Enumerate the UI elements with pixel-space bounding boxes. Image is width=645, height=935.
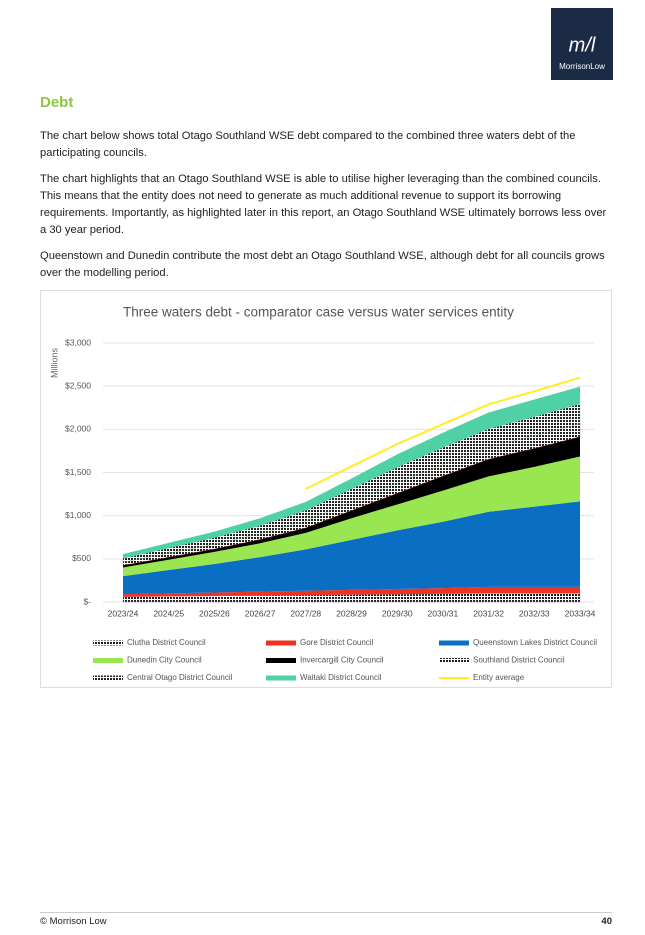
y-tick-label: $2,000: [65, 424, 91, 434]
average-line: [305, 376, 581, 490]
footer-copyright: © Morrison Low: [40, 916, 107, 927]
paragraph: Queenstown and Dunedin contribute the mo…: [40, 250, 605, 279]
y-tick-label: $-: [83, 596, 91, 606]
area: [122, 403, 581, 563]
legend-swatch: [93, 658, 123, 663]
chart-frame: Three waters debt - comparator case vers…: [40, 290, 612, 688]
x-tick-label: 2026/27: [245, 608, 276, 618]
legend-label: Clutha District Council: [127, 638, 206, 647]
logo: m/l MorrisonLow: [551, 8, 613, 80]
legend-label: Invercargill City Council: [300, 656, 384, 665]
heading: Debt: [40, 94, 74, 111]
y-tick-label: $2,500: [65, 380, 91, 390]
x-tick-label: 2033/34: [565, 608, 596, 618]
x-tick-label: 2032/33: [519, 608, 550, 618]
legend-label: Gore District Council: [300, 638, 374, 647]
legend-swatch: [266, 658, 296, 663]
x-tick-label: 2024/25: [153, 608, 184, 618]
legend-swatch: [93, 675, 123, 681]
x-tick-label: 2031/32: [473, 608, 504, 618]
paragraph: The chart below shows total Otago Southl…: [40, 130, 576, 159]
page-number: 40: [601, 916, 612, 927]
area: [123, 436, 580, 568]
logo-mark: m/l: [569, 34, 596, 56]
y-tick-label: $500: [72, 553, 91, 563]
x-tick-label: 2027/28: [290, 608, 321, 618]
chart: Three waters debt - comparator case vers…: [49, 305, 597, 683]
legend-label: Waitaki District Council: [300, 673, 382, 682]
y-tick-label: $1,000: [65, 510, 91, 520]
legend-swatch: [266, 675, 296, 681]
legend-label: Queenstown Lakes District Council: [473, 638, 597, 647]
x-tick-label: 2030/31: [428, 608, 459, 618]
area: [123, 386, 580, 559]
y-axis-label: Millions: [49, 348, 59, 379]
legend-swatch: [93, 640, 123, 646]
logo-text: MorrisonLow: [559, 62, 605, 71]
area: [123, 586, 580, 597]
legend-swatch: [266, 640, 296, 646]
y-tick-label: $1,500: [65, 467, 91, 477]
legend-swatch: [439, 640, 469, 646]
x-tick-label: 2028/29: [336, 608, 367, 618]
chart-title: Three waters debt - comparator case vers…: [123, 305, 514, 320]
area: [123, 501, 580, 595]
legend-label: Central Otago District Council: [127, 673, 233, 682]
area: [123, 456, 580, 577]
footer-rule: [40, 912, 612, 913]
x-tick-label: 2023/24: [108, 608, 139, 618]
legend-label: Entity average: [473, 673, 525, 682]
x-tick-label: 2025/26: [199, 608, 230, 618]
y-tick-label: $3,000: [65, 337, 91, 347]
logo-symbol: m/l: [569, 34, 596, 56]
x-tick-label: 2029/30: [382, 608, 413, 618]
legend-label: Dunedin City Council: [127, 656, 202, 665]
legend-label: Southland District Council: [473, 656, 565, 665]
legend-swatch: [439, 658, 469, 663]
paragraph: The chart highlights that an Otago South…: [40, 173, 607, 236]
